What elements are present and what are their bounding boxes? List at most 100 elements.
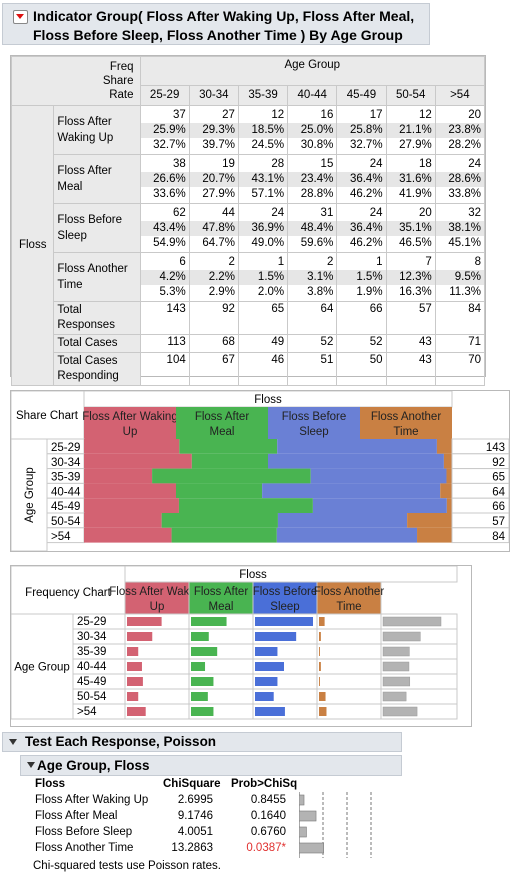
test-col-prob: Prob>ChiSq [231,778,297,790]
share-age-label: 25-29 [51,442,80,454]
share-bar-segment [84,528,172,543]
floss-row-label: Floss After Waking Up [54,106,140,155]
share-bar-segment [152,469,311,484]
crosstab-cell: 38 26.6% 33.6% [140,155,189,204]
freq-bar [127,677,143,686]
test-section-header[interactable]: Test Each Response, Poisson [2,732,402,752]
freq-bar [319,707,326,716]
total-row-label: Total Cases Responding [54,353,140,386]
share-age-label: 50-54 [51,516,81,528]
age-col-header: 35-39 [238,86,287,105]
crosstab-cell: 18 31.6% 41.9% [386,155,435,204]
share-total-label: 92 [492,457,505,469]
share-total-label: 57 [492,516,505,528]
share-bar-segment [179,439,277,454]
crosstab-cell: 1 1.5% 2.0% [238,253,287,302]
crosstab-cell: 20 23.8% 28.2% [435,106,484,155]
crosstab-cell: 37 25.9% 32.7% [140,106,189,155]
total-cell: 43 [386,335,435,353]
share-bar-segment [446,469,452,484]
freq-bar [319,617,325,626]
share-bar-segment [262,483,440,498]
share-total-label: 84 [492,531,505,543]
freq-age-label: 45-49 [77,676,106,688]
test-row-name: Floss After Waking Up [35,794,148,806]
freq-cell [317,674,381,689]
share-bar-segment [407,513,452,528]
share-chart-box: Share Chart Floss Floss After Waking Up Flos… [10,390,510,552]
test-col-floss: Floss [35,778,65,790]
freq-total-bar [383,632,420,641]
test-row-chisq: 2.6995 [163,794,213,806]
total-cell: 66 [337,302,386,335]
test-row-prob: 0.6760 [231,826,286,838]
crosstab-cell: 2 3.1% 3.8% [288,253,337,302]
chisq-bar [299,827,306,837]
total-cell: 46 [238,353,287,386]
crosstab-cell: 19 20.7% 27.9% [189,155,238,204]
test-col-chisq: ChiSquare [163,778,221,790]
age-col-header: 30-34 [189,86,238,105]
collapse-icon[interactable] [27,762,35,768]
age-col-header: 45-49 [336,86,385,105]
freq-age-label: 35-39 [77,646,106,658]
share-bar-segment [176,483,262,498]
freq-total-bar [383,617,441,626]
age-group-header: Age Group 25-29 30-34 35-39 40-44 45-49 50-54 >… [140,57,484,106]
crosstab-cell: 1 1.5% 1.9% [337,253,386,302]
total-cell: 143 [140,302,189,335]
total-cell: 65 [238,302,287,335]
freq-age-label: 25-29 [77,616,106,628]
crosstab-cell: 17 25.8% 32.7% [337,106,386,155]
freq-bar [191,617,227,626]
test-row-chisq: 9.1746 [163,810,213,822]
frequency-chart-box: Frequency Chart Floss Floss After Waking Up… [10,565,472,727]
crosstab-cell: 20 35.1% 46.5% [386,204,435,253]
freq-group-cell [125,566,457,582]
crosstab-cell: 12 18.5% 24.5% [238,106,287,155]
total-cell: 52 [337,335,386,353]
crosstab-cell: 8 9.5% 11.3% [435,253,484,302]
freq-total-bar [383,677,410,686]
report-title: Indicator Group( Floss After Waking Up, … [33,7,414,45]
test-row-prob: 0.1640 [231,810,286,822]
crosstab-cell: 16 25.0% 30.8% [288,106,337,155]
crosstab-cell: 24 36.4% 46.2% [337,155,386,204]
total-cell: 84 [435,302,484,335]
crosstab-cell: 32 38.1% 45.1% [435,204,484,253]
share-bar-segment [417,528,452,543]
freq-group-title: Floss [239,569,267,581]
share-bar-segment [444,454,452,469]
share-bar-segment [162,513,278,528]
crosstab-cell: 44 47.8% 64.7% [189,204,238,253]
share-bar-segment [311,469,447,484]
total-cell: 92 [189,302,238,335]
total-cell: 57 [386,302,435,335]
share-bar-segment [440,483,451,498]
share-age-label: 45-49 [51,501,80,513]
freq-bar [255,677,277,686]
disclosure-menu-icon[interactable] [13,10,28,24]
stat-label: Freq [18,60,134,74]
stat-labels: Freq Share Rate [12,57,141,106]
chisq-bar [299,811,316,821]
share-bar-segment [84,439,179,454]
age-col-header: >54 [435,86,484,105]
freq-bar [191,707,213,716]
total-cell: 70 [435,353,484,386]
collapse-icon[interactable] [9,739,17,745]
test-row-name: Floss Another Time [35,842,133,854]
freq-cell [317,629,381,644]
freq-bar [255,632,296,641]
crosstab-cell: 62 43.4% 54.9% [140,204,189,253]
share-bar-segment [84,469,152,484]
test-subsection-header[interactable]: Age Group, Floss [20,755,402,776]
stat-label: Rate [18,88,134,102]
crosstab-cell: 24 36.9% 49.0% [238,204,287,253]
total-cell: 50 [337,353,386,386]
share-bar-segment [192,454,268,469]
share-age-label: >54 [51,531,71,543]
freq-age-label: 30-34 [77,631,107,643]
crosstab-cell: 15 23.4% 28.8% [288,155,337,204]
freq-bar [319,662,321,671]
